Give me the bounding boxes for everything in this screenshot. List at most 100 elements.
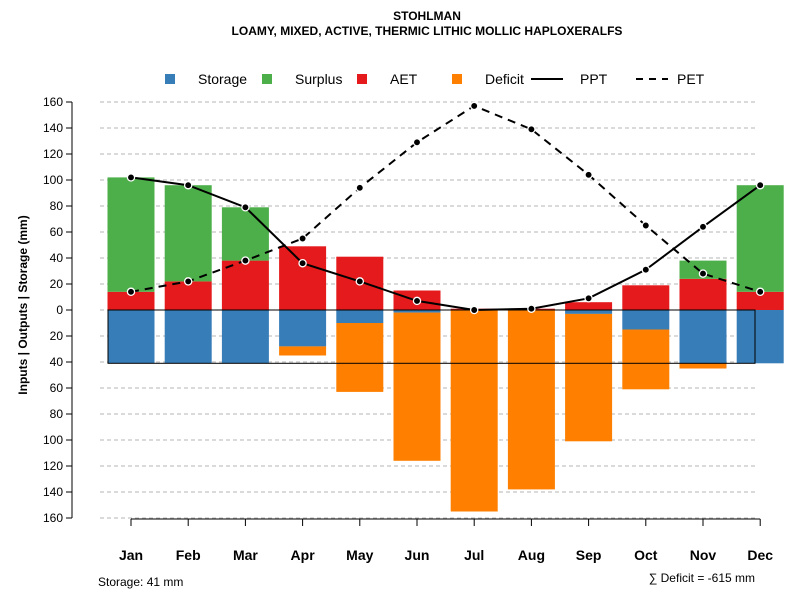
y-tick-label: 40 bbox=[50, 251, 64, 265]
x-tick-label-jul: Jul bbox=[464, 547, 484, 563]
pet-point-jun bbox=[412, 138, 422, 147]
deficit-bar-jul bbox=[450, 310, 498, 512]
chart-legend: Storage Surplus AET Deficit PPT PET bbox=[165, 71, 705, 87]
y-tick-label: 0 bbox=[56, 303, 63, 317]
chart-title: STOHLMAN bbox=[393, 9, 461, 23]
legend-label-pet: PET bbox=[677, 71, 705, 87]
legend-swatch-surplus bbox=[262, 74, 272, 84]
storage-bar-jun bbox=[393, 310, 441, 313]
ppt-point-jan bbox=[126, 173, 136, 182]
legend-label-ppt: PPT bbox=[580, 71, 608, 87]
y-tick-label: 160 bbox=[43, 95, 63, 109]
aet-bar-apr bbox=[279, 246, 327, 310]
ppt-point-mar bbox=[241, 203, 250, 212]
legend-swatch-aet bbox=[357, 74, 367, 84]
aet-bar-oct bbox=[622, 285, 670, 310]
storage-bar-may bbox=[336, 310, 384, 323]
legend-label-aet: AET bbox=[390, 71, 418, 87]
deficit-bar-may bbox=[336, 323, 384, 392]
y-tick-label: 140 bbox=[43, 121, 63, 135]
pet-point-sep bbox=[584, 170, 593, 180]
aet-bar-mar bbox=[221, 260, 269, 310]
x-tick-label-mar: Mar bbox=[233, 547, 258, 563]
pet-point-oct bbox=[641, 221, 651, 230]
y-tick-label: 80 bbox=[50, 407, 64, 421]
legend-swatch-deficit bbox=[452, 74, 462, 84]
x-tick-label-feb: Feb bbox=[176, 547, 201, 563]
legend-label-storage: Storage bbox=[198, 71, 247, 87]
ppt-point-oct bbox=[641, 265, 651, 274]
x-tick-label-dec: Dec bbox=[747, 547, 773, 563]
aet-bar-sep bbox=[565, 302, 613, 310]
y-tick-label: 60 bbox=[50, 225, 64, 239]
y-tick-label: 100 bbox=[43, 173, 63, 187]
ppt-line bbox=[130, 176, 761, 312]
deficit-bar-apr bbox=[279, 346, 327, 356]
pet-point-dec bbox=[755, 287, 765, 297]
pet-line bbox=[130, 104, 761, 293]
ppt-point-jul bbox=[469, 305, 479, 315]
y-tick-label: 20 bbox=[50, 277, 64, 291]
storage-bar-sep bbox=[565, 310, 613, 314]
y-tick-label: 80 bbox=[50, 199, 64, 213]
x-tick-label-sep: Sep bbox=[576, 547, 602, 563]
y-tick-label: 120 bbox=[43, 147, 63, 161]
pet-point-apr bbox=[298, 234, 307, 243]
deficit-bar-nov bbox=[679, 363, 727, 369]
storage-bar-feb bbox=[164, 310, 212, 364]
x-tick-label-oct: Oct bbox=[634, 547, 658, 563]
storage-bar-apr bbox=[279, 310, 327, 347]
pet-point-aug bbox=[527, 125, 536, 134]
ppt-point-may bbox=[355, 277, 365, 286]
ppt-point-apr bbox=[298, 258, 307, 268]
y-tick-label: 160 bbox=[43, 511, 63, 525]
aet-bar-feb bbox=[164, 281, 212, 310]
line-group bbox=[126, 101, 765, 315]
legend-swatch-storage bbox=[165, 74, 175, 84]
pet-point-jul bbox=[469, 101, 479, 111]
y-tick-label: 40 bbox=[50, 355, 64, 369]
x-tick-label-may: May bbox=[346, 547, 373, 563]
deficit-bar-aug bbox=[507, 310, 555, 490]
x-tick-label-nov: Nov bbox=[690, 547, 717, 563]
storage-bar-dec bbox=[736, 310, 784, 364]
ppt-point-sep bbox=[584, 294, 593, 303]
x-axis: Jan Feb Mar Apr May Jun Jul Aug Sep Oct Nov Dec bbox=[119, 518, 773, 563]
deficit-bar-oct bbox=[622, 329, 670, 390]
deficit-bar-sep bbox=[565, 313, 613, 442]
deficit-bar-jun bbox=[393, 312, 441, 461]
pet-point-mar bbox=[241, 256, 250, 265]
storage-note: Storage: 41 mm bbox=[98, 575, 183, 589]
surplus-bar-mar bbox=[221, 207, 269, 261]
bar-group bbox=[107, 177, 784, 512]
deficit-note: ∑ Deficit = -615 mm bbox=[649, 571, 755, 585]
y-tick-label: 120 bbox=[43, 459, 63, 473]
storage-capacity-box bbox=[107, 309, 756, 364]
x-tick-label-aug: Aug bbox=[518, 547, 545, 563]
y-tick-label: 100 bbox=[43, 433, 63, 447]
chart-subtitle: LOAMY, MIXED, ACTIVE, THERMIC LITHIC MOL… bbox=[232, 24, 623, 38]
x-tick-label-jun: Jun bbox=[405, 547, 430, 563]
ppt-point-dec bbox=[755, 180, 765, 190]
surplus-bar-dec bbox=[736, 185, 784, 292]
pet-point-may bbox=[355, 183, 365, 193]
aet-bar-jan bbox=[107, 291, 155, 310]
pet-point-jan bbox=[126, 287, 136, 297]
aet-bar-nov bbox=[679, 278, 727, 310]
storage-bar-nov bbox=[679, 310, 727, 364]
surplus-bar-jan bbox=[107, 177, 155, 292]
surplus-bar-feb bbox=[164, 185, 212, 282]
x-tick-label-apr: Apr bbox=[291, 547, 316, 563]
storage-bar-jan bbox=[107, 310, 155, 364]
storage-bar-oct bbox=[622, 310, 670, 330]
pet-point-nov bbox=[698, 269, 708, 278]
legend-label-surplus: Surplus bbox=[295, 71, 342, 87]
aet-bar-dec bbox=[736, 291, 784, 310]
y-tick-label: 60 bbox=[50, 381, 64, 395]
pet-point-feb bbox=[183, 277, 193, 286]
y-axis-label: Inputs | Outputs | Storage (mm) bbox=[16, 215, 30, 394]
storage-bar-mar bbox=[221, 310, 269, 364]
y-axis: 160 140 120 100 80 60 40 20 0 20 40 60 80 100 120 140 16… bbox=[43, 95, 73, 525]
ppt-point-jun bbox=[412, 296, 422, 306]
